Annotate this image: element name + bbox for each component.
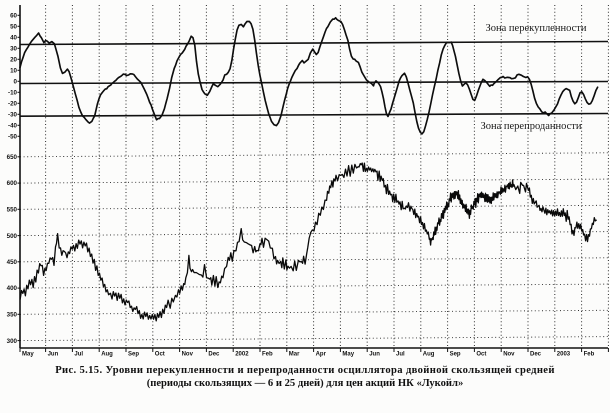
- svg-text:Sep: Sep: [450, 352, 461, 358]
- svg-text:Nov: Nov: [503, 352, 515, 358]
- svg-text:-50: -50: [8, 134, 18, 141]
- svg-text:0: 0: [14, 79, 18, 86]
- svg-text:Apr: Apr: [316, 352, 327, 358]
- svg-text:(периоды скользящих — 6 и 25 д: (периоды скользящих — 6 и 25 дней) для ц…: [147, 378, 464, 389]
- svg-text:May: May: [22, 352, 34, 358]
- svg-text:500: 500: [7, 233, 18, 240]
- svg-text:-20: -20: [8, 101, 18, 108]
- svg-text:Mar: Mar: [289, 352, 300, 358]
- svg-text:Sep: Sep: [128, 352, 139, 358]
- svg-text:400: 400: [7, 285, 18, 292]
- svg-text:550: 550: [7, 207, 18, 214]
- svg-text:Jul: Jul: [74, 352, 83, 358]
- svg-text:May: May: [342, 352, 354, 358]
- svg-text:Feb: Feb: [584, 352, 595, 358]
- svg-text:Oct: Oct: [155, 352, 165, 358]
- svg-text:40: 40: [10, 35, 17, 42]
- svg-text:Jun: Jun: [48, 352, 59, 358]
- svg-text:Зона перепроданности: Зона перепроданности: [480, 121, 581, 132]
- svg-text:300: 300: [7, 338, 18, 345]
- svg-text:Oct: Oct: [476, 352, 486, 358]
- svg-text:2002: 2002: [235, 352, 249, 358]
- svg-text:Jul: Jul: [396, 352, 405, 358]
- svg-text:-30: -30: [8, 112, 18, 119]
- svg-text:350: 350: [7, 312, 18, 319]
- svg-text:Dec: Dec: [530, 352, 542, 358]
- svg-text:Dec: Dec: [208, 352, 220, 358]
- svg-text:Feb: Feb: [262, 352, 273, 358]
- svg-text:10: 10: [10, 68, 17, 75]
- svg-text:-40: -40: [8, 123, 18, 130]
- svg-text:Aug: Aug: [423, 352, 435, 358]
- svg-text:-10: -10: [8, 90, 18, 97]
- svg-text:600: 600: [7, 180, 18, 187]
- svg-text:60: 60: [10, 13, 17, 20]
- svg-text:Рис. 5.15. Уровни перекупленно: Рис. 5.15. Уровни перекупленности и пере…: [55, 365, 555, 376]
- svg-text:50: 50: [10, 24, 17, 31]
- svg-text:20: 20: [10, 57, 17, 64]
- svg-text:2003: 2003: [557, 352, 571, 358]
- svg-text:450: 450: [7, 259, 18, 266]
- svg-text:650: 650: [7, 154, 18, 161]
- svg-text:Jun: Jun: [369, 352, 380, 358]
- svg-text:Nov: Nov: [182, 352, 194, 358]
- svg-text:30: 30: [10, 46, 17, 53]
- svg-text:Зона перекупленности: Зона перекупленности: [486, 23, 587, 34]
- svg-text:Aug: Aug: [101, 352, 113, 358]
